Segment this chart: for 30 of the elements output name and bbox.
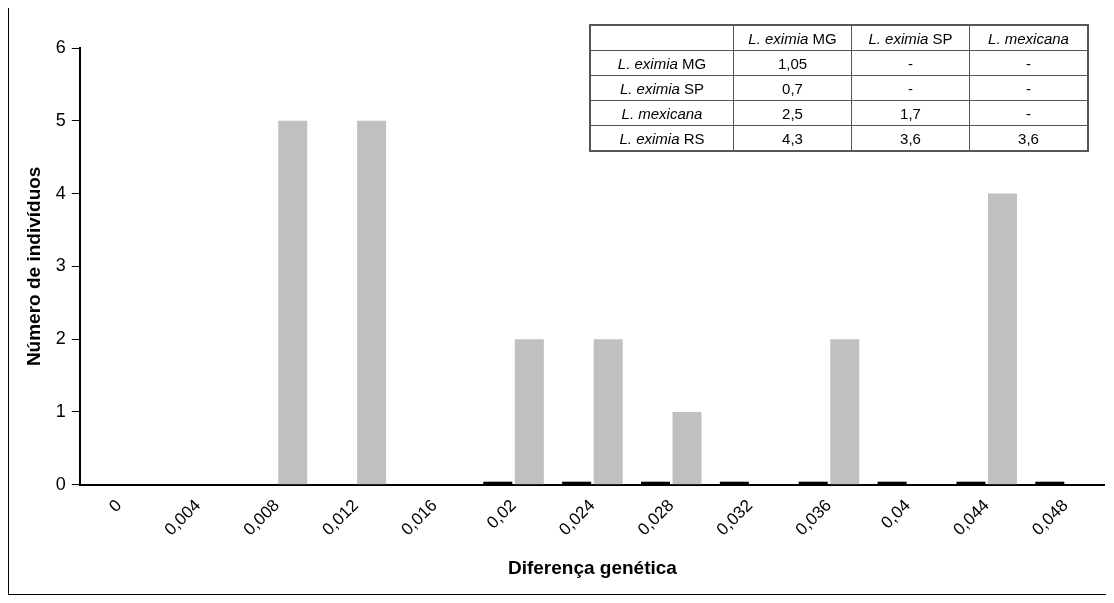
annotation: 2,5 <box>733 100 852 126</box>
text: L. eximia MG <box>748 29 837 47</box>
y-tick-label: 5 <box>55 109 66 130</box>
annotation: - <box>969 75 1088 101</box>
y-tick-label: 0 <box>55 473 66 494</box>
x-tick-label: 0 <box>105 495 126 516</box>
annotation: - <box>969 100 1088 126</box>
annotation: 3,6 <box>851 125 970 151</box>
y-tick-label: 4 <box>55 182 66 203</box>
text: L. mexicana <box>988 29 1069 47</box>
x-axis-title: Diferença genética <box>507 556 678 578</box>
y-tick-label: 3 <box>55 255 66 276</box>
annotation: 1,7 <box>851 100 970 126</box>
text: L. eximia SP <box>868 29 953 47</box>
annotation: 3,6 <box>969 125 1088 151</box>
y-tick-label: 1 <box>55 400 66 421</box>
y-tick-label: 2 <box>55 328 66 349</box>
y-axis-title: Número de indivíduos <box>22 166 44 367</box>
annotation: 4,3 <box>733 125 852 151</box>
annotation: L. eximia MG <box>617 54 707 72</box>
annotation: - <box>851 75 970 101</box>
annotation: 1,05 <box>733 50 852 76</box>
annotation: - <box>851 50 970 76</box>
x-tick-label: 0,02 <box>482 495 520 533</box>
annotation: L. eximia SP <box>619 79 705 97</box>
annotation: - <box>969 50 1088 76</box>
y-tick-label: 6 <box>55 36 66 57</box>
annotation: L. mexicana <box>621 104 703 122</box>
annotation: 0,7 <box>733 75 852 101</box>
annotation: L. eximia RS <box>619 129 705 147</box>
